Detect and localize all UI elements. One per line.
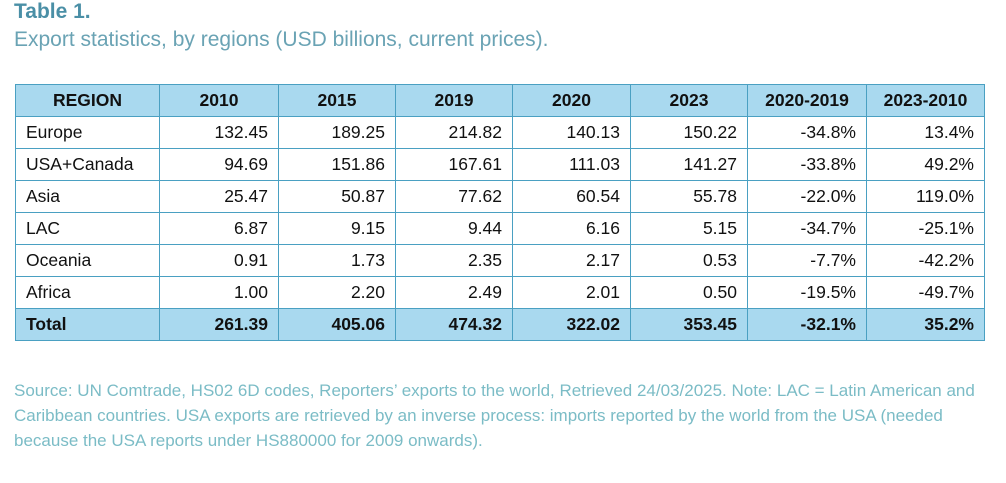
table-caption: Export statistics, by regions (USD billi… xyxy=(14,28,549,51)
value-cell: 151.86 xyxy=(278,148,396,181)
value-cell: 1.73 xyxy=(278,244,396,277)
table-row: Oceania 0.91 1.73 2.35 2.17 0.53 -7.7% -… xyxy=(15,244,985,277)
value-cell: 0.50 xyxy=(630,276,748,309)
change-cell: -34.8% xyxy=(747,116,867,149)
value-cell: 140.13 xyxy=(512,116,631,149)
value-cell: 2.49 xyxy=(395,276,513,309)
export-statistics-table: REGION 2010 2015 2019 2020 2023 2020-201… xyxy=(15,84,985,341)
column-header-2023-2010: 2023-2010 xyxy=(866,84,985,117)
table-row: LAC 6.87 9.15 9.44 6.16 5.15 -34.7% -25.… xyxy=(15,212,985,245)
value-cell: 150.22 xyxy=(630,116,748,149)
change-cell: -34.7% xyxy=(747,212,867,245)
change-cell: -7.7% xyxy=(747,244,867,277)
value-cell: 0.91 xyxy=(159,244,279,277)
table-row: Asia 25.47 50.87 77.62 60.54 55.78 -22.0… xyxy=(15,180,985,213)
value-cell: 132.45 xyxy=(159,116,279,149)
value-cell: 25.47 xyxy=(159,180,279,213)
total-row: Total 261.39 405.06 474.32 322.02 353.45… xyxy=(15,308,985,341)
total-value-cell: 405.06 xyxy=(278,308,396,341)
region-cell: Africa xyxy=(15,276,160,309)
total-value-cell: 474.32 xyxy=(395,308,513,341)
column-header-2019: 2019 xyxy=(395,84,513,117)
region-cell: Asia xyxy=(15,180,160,213)
total-value-cell: 322.02 xyxy=(512,308,631,341)
total-value-cell: 261.39 xyxy=(159,308,279,341)
column-header-2015: 2015 xyxy=(278,84,396,117)
table-row: Africa 1.00 2.20 2.49 2.01 0.50 -19.5% -… xyxy=(15,276,985,309)
value-cell: 2.01 xyxy=(512,276,631,309)
value-cell: 77.62 xyxy=(395,180,513,213)
value-cell: 55.78 xyxy=(630,180,748,213)
value-cell: 9.15 xyxy=(278,212,396,245)
value-cell: 189.25 xyxy=(278,116,396,149)
region-cell: USA+Canada xyxy=(15,148,160,181)
source-note: Source: UN Comtrade, HS02 6D codes, Repo… xyxy=(14,381,975,450)
table-title: Table 1. xyxy=(14,0,91,23)
total-change-cell: -32.1% xyxy=(747,308,867,341)
value-cell: 141.27 xyxy=(630,148,748,181)
region-cell: LAC xyxy=(15,212,160,245)
value-cell: 1.00 xyxy=(159,276,279,309)
change-cell: -33.8% xyxy=(747,148,867,181)
value-cell: 50.87 xyxy=(278,180,396,213)
column-header-region: REGION xyxy=(15,84,160,117)
column-header-2020-2019: 2020-2019 xyxy=(747,84,867,117)
value-cell: 6.16 xyxy=(512,212,631,245)
value-cell: 60.54 xyxy=(512,180,631,213)
column-header-2020: 2020 xyxy=(512,84,631,117)
value-cell: 5.15 xyxy=(630,212,748,245)
value-cell: 167.61 xyxy=(395,148,513,181)
table-row: USA+Canada 94.69 151.86 167.61 111.03 14… xyxy=(15,148,985,181)
region-cell: Oceania xyxy=(15,244,160,277)
value-cell: 6.87 xyxy=(159,212,279,245)
value-cell: 0.53 xyxy=(630,244,748,277)
change-cell: -25.1% xyxy=(866,212,985,245)
total-label-cell: Total xyxy=(15,308,160,341)
change-cell: 119.0% xyxy=(866,180,985,213)
change-cell: -19.5% xyxy=(747,276,867,309)
value-cell: 9.44 xyxy=(395,212,513,245)
value-cell: 2.20 xyxy=(278,276,396,309)
column-header-2023: 2023 xyxy=(630,84,748,117)
value-cell: 2.35 xyxy=(395,244,513,277)
change-cell: -22.0% xyxy=(747,180,867,213)
region-cell: Europe xyxy=(15,116,160,149)
change-cell: -42.2% xyxy=(866,244,985,277)
change-cell: 13.4% xyxy=(866,116,985,149)
value-cell: 94.69 xyxy=(159,148,279,181)
total-value-cell: 353.45 xyxy=(630,308,748,341)
value-cell: 2.17 xyxy=(512,244,631,277)
table-row: Europe 132.45 189.25 214.82 140.13 150.2… xyxy=(15,116,985,149)
change-cell: 49.2% xyxy=(866,148,985,181)
value-cell: 214.82 xyxy=(395,116,513,149)
column-header-2010: 2010 xyxy=(159,84,279,117)
header-row: REGION 2010 2015 2019 2020 2023 2020-201… xyxy=(15,84,985,117)
change-cell: -49.7% xyxy=(866,276,985,309)
value-cell: 111.03 xyxy=(512,148,631,181)
total-change-cell: 35.2% xyxy=(866,308,985,341)
